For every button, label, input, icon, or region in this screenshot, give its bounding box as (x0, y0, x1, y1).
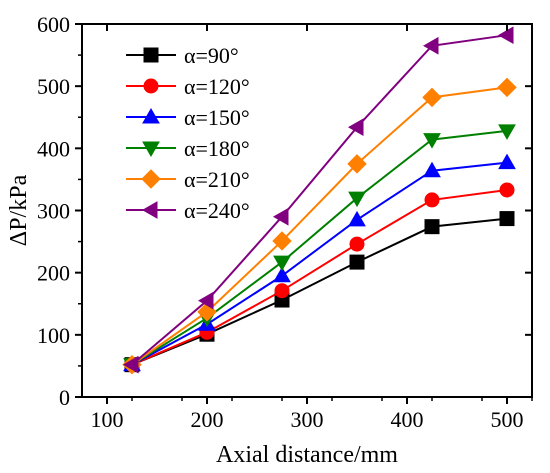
legend-label: α=90° (184, 43, 239, 68)
y-tick-label: 300 (37, 199, 70, 224)
legend-item: α=240° (126, 198, 250, 223)
legend-item: α=120° (126, 74, 250, 99)
data-point (197, 291, 214, 310)
data-point (122, 355, 139, 374)
y-axis-label: ΔP/kPa (6, 174, 32, 246)
y-tick-label: 100 (37, 323, 70, 348)
series-4 (122, 77, 517, 375)
data-point (423, 161, 441, 178)
y-tick-label: 500 (37, 74, 70, 99)
legend-item: α=210° (126, 167, 250, 192)
data-point (498, 124, 516, 140)
data-point (347, 154, 367, 174)
legend-marker (143, 47, 159, 63)
data-point (273, 266, 291, 283)
legend-marker (143, 78, 159, 94)
data-point (273, 255, 291, 272)
y-tick-label: 600 (37, 12, 70, 37)
data-point (422, 36, 439, 55)
legend-marker (142, 141, 160, 158)
legend-marker (142, 107, 160, 124)
legend-marker (141, 169, 161, 189)
data-point (499, 211, 515, 227)
data-point (348, 210, 366, 227)
data-point (349, 254, 365, 270)
data-point (497, 77, 517, 98)
legend-item: α=180° (126, 136, 250, 161)
series-line (131, 217, 508, 366)
legend-item: α=90° (126, 43, 239, 68)
data-point (497, 26, 514, 45)
legend-label: α=210° (184, 167, 250, 192)
legend-label: α=240° (184, 198, 250, 223)
data-point (272, 207, 289, 226)
data-point (424, 192, 440, 208)
series-layer (122, 26, 517, 375)
x-tick-label: 400 (391, 407, 424, 432)
data-point (499, 182, 515, 198)
data-point (272, 231, 292, 251)
x-tick-label: 300 (291, 407, 324, 432)
legend: α=90° α=120° α=150° α=180° α=210° α=240° (126, 43, 250, 223)
series-line (131, 86, 508, 366)
y-tick-label: 400 (37, 136, 70, 161)
series-0 (124, 211, 515, 373)
series-line (131, 34, 508, 366)
x-tick-label: 200 (191, 407, 224, 432)
data-point (423, 133, 441, 149)
y-tick-label: 200 (37, 261, 70, 286)
y-axis: 0 100 200 300 400 500 600 (37, 12, 532, 410)
data-point (422, 87, 442, 108)
data-point (347, 118, 364, 137)
data-point (274, 283, 290, 299)
x-tick-label: 500 (491, 407, 524, 432)
x-axis: 100 200 300 400 500 (91, 24, 533, 432)
series-5 (122, 26, 514, 374)
y-tick-label: 0 (59, 385, 70, 410)
data-point (424, 219, 440, 235)
legend-item: α=150° (126, 105, 250, 130)
x-axis-label: Axial distance/mm (216, 442, 398, 468)
x-tick-label: 100 (91, 407, 124, 432)
series-line (131, 161, 508, 366)
legend-label: α=120° (184, 74, 250, 99)
data-point (348, 191, 366, 208)
series-2 (123, 153, 516, 372)
data-point (349, 236, 365, 252)
legend-label: α=180° (184, 136, 250, 161)
data-point (498, 153, 516, 170)
legend-marker (141, 201, 158, 219)
series-line (131, 188, 508, 366)
series-line (131, 129, 508, 366)
legend-label: α=150° (184, 105, 250, 130)
